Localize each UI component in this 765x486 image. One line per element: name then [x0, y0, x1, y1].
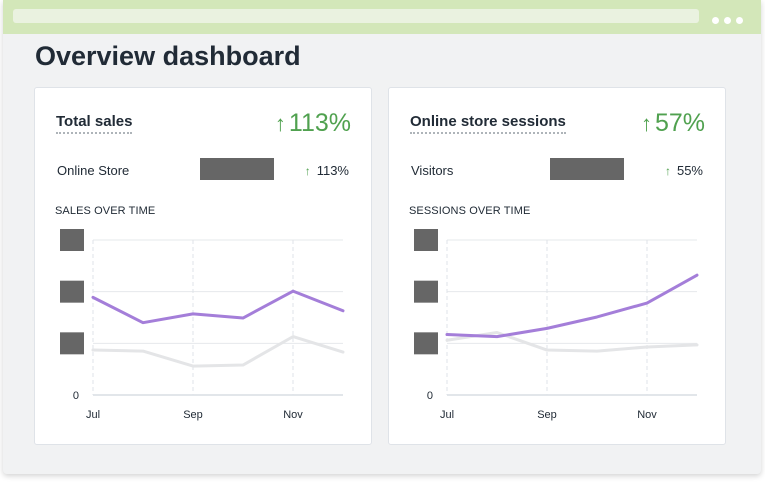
x-tick-label: Nov [283, 409, 303, 421]
redacted-y-tick [60, 280, 84, 303]
card-title[interactable]: Total sales [56, 113, 133, 134]
card-change-value: 113% [288, 109, 351, 137]
series-line [91, 289, 345, 325]
page-title: Overview dashboard [35, 41, 301, 71]
row-change-value: 113% [316, 163, 349, 178]
section-label: SALES OVER TIME [55, 205, 156, 217]
menu-dot-icon [736, 17, 743, 24]
section-label: SESSIONS OVER TIME [409, 205, 531, 217]
x-tick-label: Sep [537, 409, 557, 421]
card-change-value: 57% [654, 109, 705, 137]
card-change: ↑ 57% [641, 109, 705, 138]
online-store-sessions-card: Online store sessions ↑ 57% Visitors ↑ 55%… [388, 87, 726, 445]
address-bar[interactable] [13, 9, 699, 23]
series-line [445, 273, 699, 339]
arrow-up-icon: ↑ [664, 164, 671, 178]
card-change: ↑ 113% [275, 109, 351, 138]
y-tick-label: 0 [73, 390, 79, 402]
redacted-y-tick [414, 280, 438, 303]
redacted-y-tick [60, 229, 84, 251]
sales-over-time-chart: Jul Sep Nov 0 [60, 229, 345, 421]
y-tick-label: 0 [427, 390, 433, 402]
row-label: Online Store [57, 163, 130, 178]
arrow-up-icon: ↑ [274, 110, 286, 136]
row-change: ↑ 113% [305, 163, 349, 178]
row-change-value: 55% [676, 163, 703, 178]
x-tick-label: Sep [183, 409, 203, 421]
redacted-y-tick [414, 229, 438, 251]
x-tick-label: Jul [440, 409, 454, 421]
arrow-up-icon: ↑ [640, 110, 652, 136]
total-sales-card: Total sales ↑ 113% Online Store ↑ 113% SAL… [34, 87, 372, 445]
redacted-value [550, 158, 624, 180]
row-change: ↑ 55% [665, 163, 703, 178]
card-title[interactable]: Online store sessions [410, 113, 566, 134]
redacted-value [200, 158, 274, 180]
redacted-y-tick [60, 332, 84, 355]
x-tick-label: Nov [637, 409, 657, 421]
browser-titlebar [3, 0, 761, 34]
redacted-y-tick [414, 332, 438, 355]
series-line [445, 330, 699, 353]
series-line [91, 335, 345, 368]
browser-window: Overview dashboard Total sales ↑ 113% Onl… [3, 0, 761, 474]
window-menu-dots[interactable] [712, 11, 748, 29]
arrow-up-icon: ↑ [304, 164, 311, 178]
sessions-over-time-chart: Jul Sep Nov 0 [414, 229, 699, 421]
x-tick-label: Jul [86, 409, 100, 421]
menu-dot-icon [712, 17, 719, 24]
row-label: Visitors [411, 163, 454, 178]
menu-dot-icon [724, 17, 731, 24]
